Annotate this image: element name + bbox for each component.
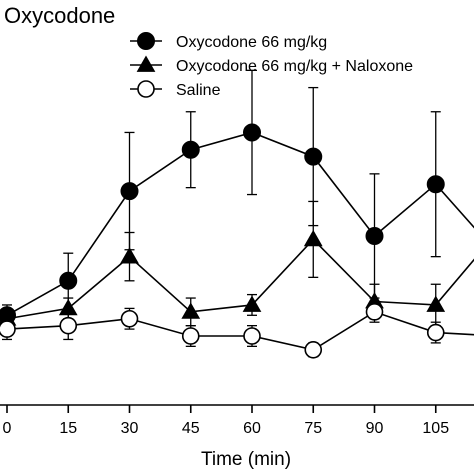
x-tick-label: 75 <box>304 420 322 437</box>
series-2-line <box>6 238 474 320</box>
data-point <box>0 320 16 338</box>
x-tick-label: 105 <box>422 420 449 437</box>
data-point <box>304 147 323 166</box>
data-point <box>365 303 384 321</box>
data-point <box>426 175 445 194</box>
legend-item: Oxycodone 66 mg/kg + Naloxone <box>130 55 413 75</box>
legend-marker <box>137 80 155 98</box>
data-point <box>303 229 323 247</box>
plot-area <box>0 69 474 359</box>
data-point <box>181 302 201 319</box>
x-tick-label: 15 <box>59 420 77 437</box>
chart-title: Oxycodone <box>4 3 115 28</box>
x-tick-label: 90 <box>366 420 384 437</box>
data-point <box>120 247 139 264</box>
legend-marker <box>136 55 156 72</box>
data-point <box>120 182 139 201</box>
data-point <box>59 271 78 290</box>
series-1-line <box>6 131 474 316</box>
x-tick-label: 45 <box>182 420 200 437</box>
x-tick-label: 30 <box>121 420 139 437</box>
legend-label: Saline <box>176 82 221 99</box>
series-3 <box>0 300 474 359</box>
x-axis-ticks: 0 15 30 45 60 75 90 105 <box>3 405 449 437</box>
legend-label: Oxycodone 66 mg/kg + Naloxone <box>176 58 413 75</box>
series-1 <box>0 69 474 327</box>
legend-item: Saline <box>130 80 221 99</box>
legend-item: Oxycodone 66 mg/kg <box>130 32 327 51</box>
series-2 <box>0 200 474 327</box>
series-3-line <box>6 310 474 351</box>
data-point <box>181 140 200 159</box>
data-point <box>304 340 323 359</box>
x-tick-label: 60 <box>243 420 261 437</box>
legend-label: Oxycodone 66 mg/kg <box>176 34 327 51</box>
data-point <box>243 327 261 345</box>
legend-marker <box>137 32 155 50</box>
data-point <box>426 295 446 312</box>
data-point <box>120 309 139 328</box>
data-point <box>181 327 200 345</box>
data-point <box>426 323 445 342</box>
data-point <box>243 123 261 142</box>
data-point <box>365 226 384 245</box>
x-tick-label: 0 <box>3 420 12 437</box>
data-point <box>59 316 78 335</box>
x-axis-label: Time (min) <box>201 449 291 470</box>
data-point <box>242 295 262 312</box>
legend: Oxycodone 66 mg/kg Oxycodone 66 mg/kg + N… <box>130 32 413 99</box>
